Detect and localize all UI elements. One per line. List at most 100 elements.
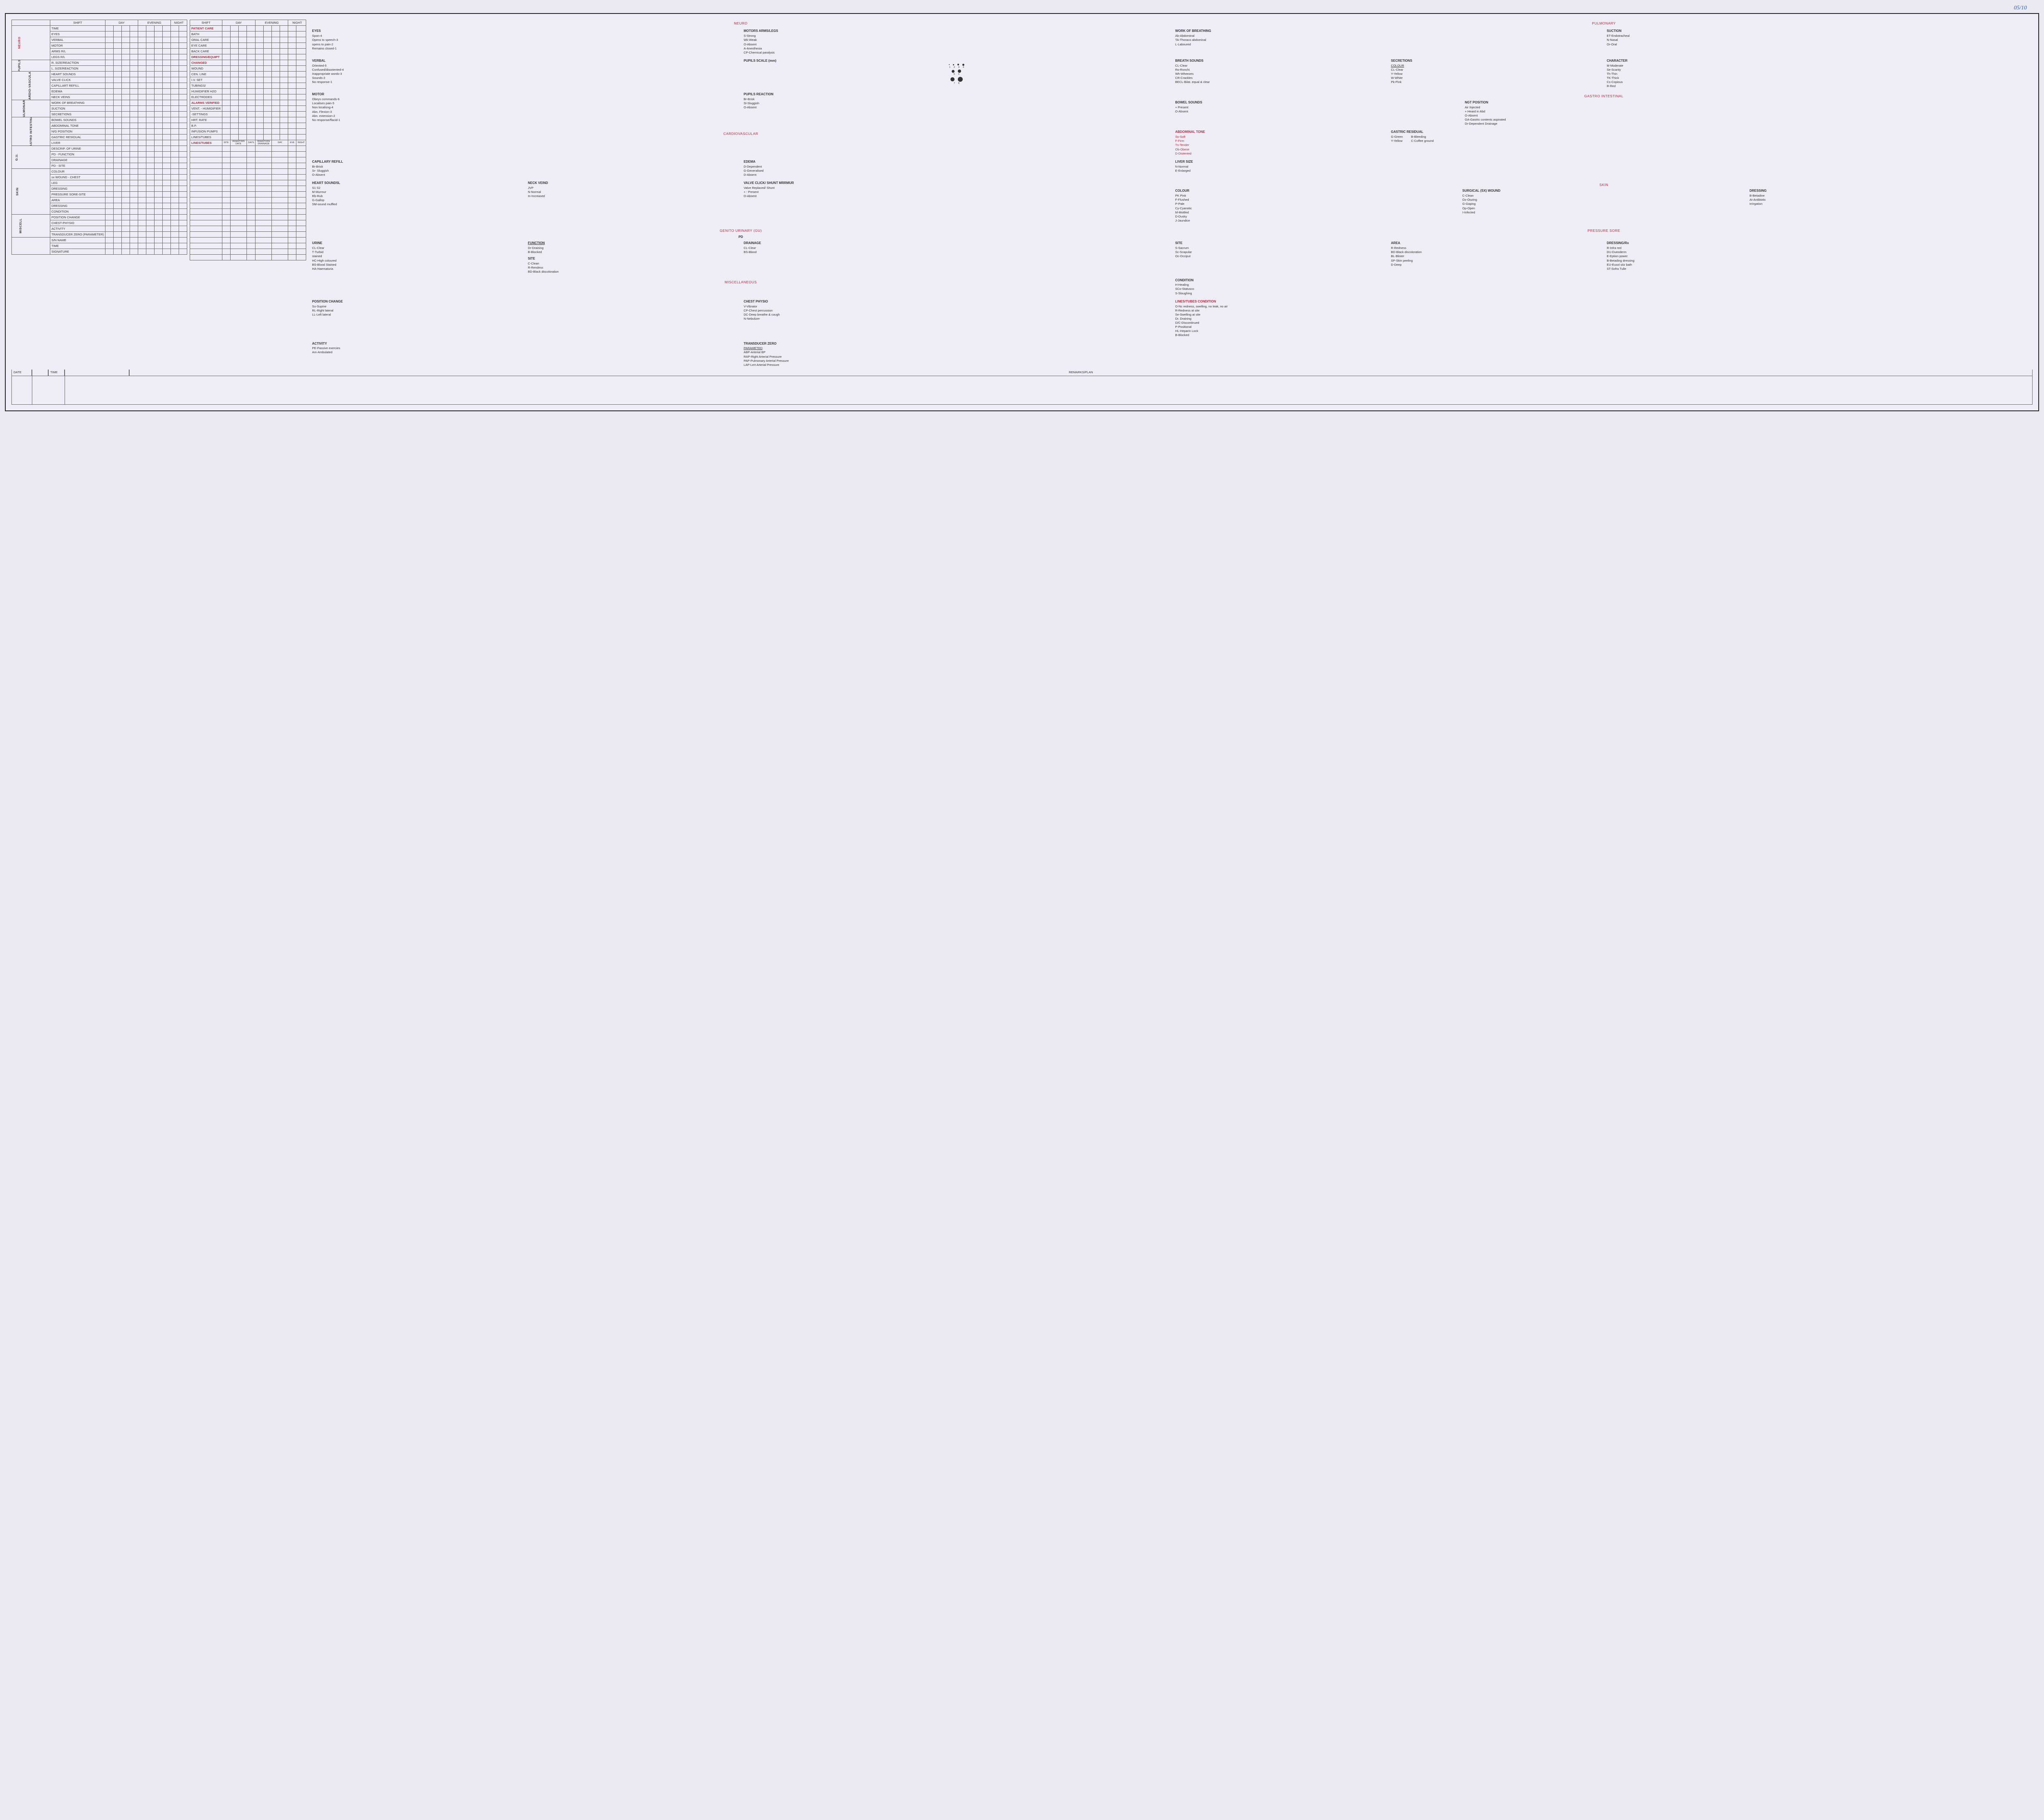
data-cell[interactable] [138,186,146,192]
data-cell[interactable] [146,220,155,226]
data-cell[interactable] [179,169,187,175]
data-cell[interactable] [171,215,179,220]
data-cell[interactable] [155,146,163,152]
data-cell[interactable] [130,152,138,157]
data-cell[interactable] [105,72,114,77]
data-cell[interactable] [138,129,146,134]
data-cell[interactable] [130,243,138,249]
data-cell[interactable] [114,49,122,54]
data-cell[interactable] [130,83,138,89]
data-cell[interactable] [138,192,146,197]
data-cell[interactable] [163,249,171,255]
data-cell[interactable] [130,146,138,152]
data-cell[interactable] [155,163,163,169]
data-cell[interactable] [171,157,179,163]
data-cell[interactable] [179,140,187,146]
data-cell[interactable] [179,186,187,192]
data-cell[interactable] [179,37,187,43]
data-cell[interactable] [155,152,163,157]
data-cell[interactable] [163,157,171,163]
data-cell[interactable] [163,43,171,49]
data-cell[interactable] [155,249,163,255]
data-cell[interactable] [155,140,163,146]
data-cell[interactable] [146,163,155,169]
data-cell[interactable] [179,197,187,203]
data-cell[interactable] [114,83,122,89]
data-cell[interactable] [130,186,138,192]
data-cell[interactable] [155,157,163,163]
data-cell[interactable] [130,226,138,232]
data-cell[interactable] [122,83,130,89]
data-cell[interactable] [155,169,163,175]
data-cell[interactable] [114,26,122,31]
data-cell[interactable] [163,31,171,37]
data-cell[interactable] [171,238,179,243]
data-cell[interactable] [171,192,179,197]
data-cell[interactable] [138,180,146,186]
data-cell[interactable] [122,146,130,152]
data-cell[interactable] [163,89,171,94]
data-cell[interactable] [114,209,122,215]
data-cell[interactable] [105,43,114,49]
data-cell[interactable] [114,140,122,146]
data-cell[interactable] [105,163,114,169]
data-cell[interactable] [114,134,122,140]
data-cell[interactable] [155,100,163,106]
data-cell[interactable] [179,163,187,169]
data-cell[interactable] [171,129,179,134]
data-cell[interactable] [105,31,114,37]
data-cell[interactable] [122,31,130,37]
data-cell[interactable] [179,77,187,83]
data-cell[interactable] [146,31,155,37]
data-cell[interactable] [138,232,146,238]
data-cell[interactable] [114,215,122,220]
data-cell[interactable] [114,129,122,134]
data-cell[interactable] [155,175,163,180]
data-cell[interactable] [114,112,122,117]
data-cell[interactable] [163,169,171,175]
data-cell[interactable] [171,232,179,238]
data-cell[interactable] [155,220,163,226]
data-cell[interactable] [155,106,163,112]
data-cell[interactable] [105,100,114,106]
data-cell[interactable] [179,215,187,220]
data-cell[interactable] [130,100,138,106]
data-cell[interactable] [114,123,122,129]
data-cell[interactable] [138,112,146,117]
data-cell[interactable] [105,203,114,209]
data-cell[interactable] [163,72,171,77]
data-cell[interactable] [130,112,138,117]
data-cell[interactable] [114,238,122,243]
data-cell[interactable] [146,238,155,243]
data-cell[interactable] [146,77,155,83]
data-cell[interactable] [163,175,171,180]
data-cell[interactable] [163,26,171,31]
data-cell[interactable] [122,180,130,186]
data-cell[interactable] [146,134,155,140]
data-cell[interactable] [122,106,130,112]
data-cell[interactable] [105,83,114,89]
data-cell[interactable] [114,60,122,66]
data-cell[interactable] [105,129,114,134]
data-cell[interactable] [179,60,187,66]
data-cell[interactable] [138,226,146,232]
data-cell[interactable] [179,49,187,54]
data-cell[interactable] [114,31,122,37]
data-cell[interactable] [138,89,146,94]
data-cell[interactable] [155,72,163,77]
data-cell[interactable] [146,146,155,152]
data-cell[interactable] [114,163,122,169]
data-cell[interactable] [122,49,130,54]
data-cell[interactable] [179,180,187,186]
data-cell[interactable] [114,37,122,43]
data-cell[interactable] [179,238,187,243]
data-cell[interactable] [171,77,179,83]
data-cell[interactable] [122,43,130,49]
data-cell[interactable] [155,203,163,209]
data-cell[interactable] [114,100,122,106]
data-cell[interactable] [179,89,187,94]
data-cell[interactable] [130,140,138,146]
data-cell[interactable] [146,112,155,117]
data-cell[interactable] [122,238,130,243]
data-cell[interactable] [155,197,163,203]
